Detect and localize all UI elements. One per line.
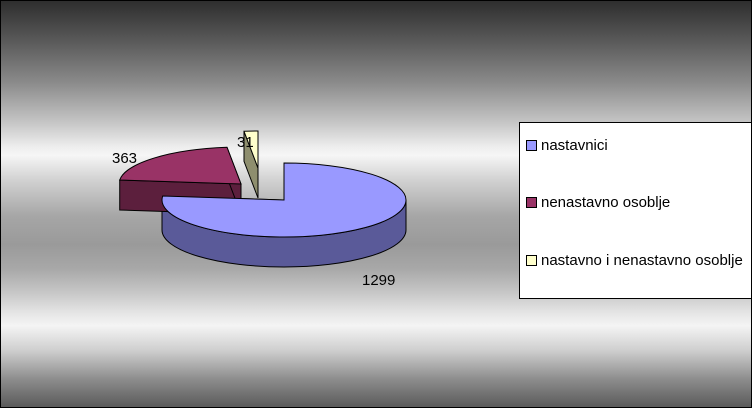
legend-swatch-nenastavno-osoblje xyxy=(526,197,537,208)
pie-slice-nastavno-i-nenastavno-osoblje xyxy=(243,130,259,169)
data-label-nastavno-i-nenastavno-osoblje: 31 xyxy=(237,134,254,151)
legend-label: nastavno i nenastavno osoblje xyxy=(541,252,743,269)
legend-label: nenastavno osoblje xyxy=(541,194,671,211)
legend-swatch-nastavno-i-nenastavno-osoblje xyxy=(526,255,537,266)
legend-item-nastavno-i-nenastavno-osoblje: nastavno i nenastavno osoblje xyxy=(526,251,751,270)
pie-tops xyxy=(119,130,407,238)
pie-slice-nastavnici xyxy=(161,162,407,238)
legend-item-nenastavno-osoblje: nenastavno osoblje xyxy=(526,193,751,212)
legend: nastavnici nenastavno osoblje nastavno i… xyxy=(519,122,751,299)
data-label-nenastavno-osoblje: 363 xyxy=(112,150,137,167)
data-label-nastavnici: 1299 xyxy=(362,272,395,289)
pie-slice-nenastavno-osoblje xyxy=(119,146,242,185)
legend-item-nastavnici: nastavnici xyxy=(526,136,751,155)
legend-swatch-nastavnici xyxy=(526,140,537,151)
legend-label: nastavnici xyxy=(541,137,608,154)
